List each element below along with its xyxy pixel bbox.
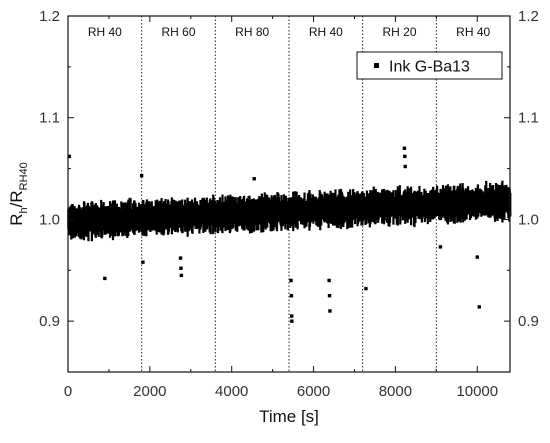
data-point xyxy=(475,255,479,259)
data-point xyxy=(289,278,293,283)
data-point xyxy=(252,177,256,181)
legend-label: Ink G-Ba13 xyxy=(389,59,470,76)
x-tick-label: 8000 xyxy=(379,383,412,400)
region-label: RH 40 xyxy=(88,25,122,39)
data-point xyxy=(103,276,107,281)
x-tick-label: 4000 xyxy=(215,383,248,400)
y-tick-label-right: 0.9 xyxy=(518,313,539,330)
y-axis-title-main: R xyxy=(7,213,26,225)
data-point xyxy=(290,319,294,323)
data-point xyxy=(67,154,71,159)
x-tick-label: 10000 xyxy=(456,383,498,400)
region-label: RH 60 xyxy=(161,25,195,39)
axes-layer: 0 2000 4000 6000 8000 10000 0.9 0.9 1.0 1.0 1.1 1.1… xyxy=(39,8,539,400)
y-axis-title: Rh/RRH40 xyxy=(7,162,30,226)
y-tick-label: 0.9 xyxy=(39,313,60,330)
data-point xyxy=(364,286,368,291)
data-point xyxy=(141,260,145,264)
data-point xyxy=(403,154,407,159)
data-point xyxy=(178,256,183,260)
y-axis-title-sub1: h xyxy=(18,207,30,213)
region-divider-layer: RH 40 RH 60 RH 80 RH 40 RH 20 RH 40 xyxy=(88,16,490,372)
data-point xyxy=(289,294,294,298)
data-point xyxy=(438,245,443,249)
legend-marker xyxy=(374,63,379,68)
legend-frame xyxy=(356,51,503,80)
y-tick-label: 1.0 xyxy=(39,211,60,228)
y-axis-title-sub2: RH40 xyxy=(18,162,30,190)
plot-frame xyxy=(67,15,511,373)
y-tick-label-right: 1.0 xyxy=(518,211,539,228)
data-point xyxy=(477,305,482,309)
y-tick-label-right: 1.1 xyxy=(518,110,539,127)
legend: Ink G-Ba13 xyxy=(356,51,503,80)
data-point xyxy=(402,146,407,150)
region-label: RH 40 xyxy=(456,25,490,39)
region-label: RH 80 xyxy=(235,25,269,39)
data-layer xyxy=(67,146,512,323)
y-tick-label-right: 1.2 xyxy=(518,8,539,25)
x-tick-label: 0 xyxy=(64,383,72,400)
y-tick-label: 1.2 xyxy=(39,8,60,25)
data-point xyxy=(328,309,332,313)
y-axis-title-mid: /R xyxy=(7,190,26,207)
data-point xyxy=(327,294,332,298)
data-point xyxy=(179,273,184,278)
data-point xyxy=(327,278,331,283)
data-point xyxy=(289,314,294,318)
region-label: RH 20 xyxy=(382,25,416,39)
x-tick-label: 6000 xyxy=(297,383,330,400)
data-point xyxy=(179,266,183,270)
x-tick-label: 2000 xyxy=(133,383,166,400)
x-axis-title: Time [s] xyxy=(259,407,319,426)
data-point xyxy=(403,164,407,169)
y-tick-label: 1.1 xyxy=(39,110,60,127)
region-label: RH 40 xyxy=(309,25,343,39)
data-point xyxy=(139,173,144,178)
